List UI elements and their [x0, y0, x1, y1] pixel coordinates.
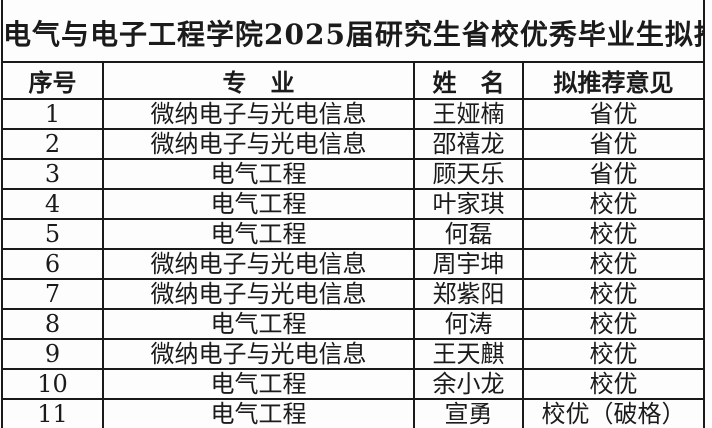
table-row: 4 电气工程 叶家琪 校优: [1, 188, 705, 220]
cell-no: 10: [1, 368, 104, 400]
cell-no: 4: [1, 188, 104, 220]
cell-opinion: 校优: [522, 248, 705, 280]
cell-no: 2: [1, 128, 104, 160]
cell-no: 8: [1, 308, 104, 340]
header-opinion: 拟推荐意见: [522, 61, 705, 100]
cell-major: 微纳电子与光电信息: [102, 128, 415, 160]
cell-name: 叶家琪: [413, 188, 524, 220]
cell-name: 何磊: [413, 218, 524, 250]
cell-name: 郑紫阳: [413, 278, 524, 310]
table-row: 1 微纳电子与光电信息 王娅楠 省优: [1, 98, 705, 130]
cell-name: 余小龙: [413, 368, 524, 400]
cell-major: 电气工程: [102, 368, 415, 400]
cell-major: 电气工程: [102, 158, 415, 190]
cell-major: 电气工程: [102, 398, 415, 428]
table-row: 5 电气工程 何磊 校优: [1, 218, 705, 250]
cell-name: 周宇坤: [413, 248, 524, 280]
cell-no: 1: [1, 98, 104, 130]
page-title: 电气与电子工程学院2025届研究生省校优秀毕业生拟推荐名单: [1, 0, 705, 63]
cell-no: 7: [1, 278, 104, 310]
cell-opinion: 校优: [522, 278, 705, 310]
cell-opinion: 校优: [522, 368, 705, 400]
table-row: 2 微纳电子与光电信息 邵禧龙 省优: [1, 128, 705, 160]
cell-opinion: 校优: [522, 218, 705, 250]
cell-opinion: 省优: [522, 158, 705, 190]
cell-major: 微纳电子与光电信息: [102, 338, 415, 370]
header-name: 姓 名: [413, 61, 524, 100]
cell-name: 何涛: [413, 308, 524, 340]
table-row: 11 电气工程 宣勇 校优（破格）: [1, 398, 705, 428]
cell-opinion: 校优: [522, 308, 705, 340]
cell-opinion: 省优: [522, 128, 705, 160]
cell-major: 微纳电子与光电信息: [102, 248, 415, 280]
cell-major: 微纳电子与光电信息: [102, 98, 415, 130]
cell-no: 11: [1, 398, 104, 428]
table-row: 9 微纳电子与光电信息 王天麒 校优: [1, 338, 705, 370]
cell-name: 顾天乐: [413, 158, 524, 190]
table-header-row: 序号 专 业 姓 名 拟推荐意见: [1, 61, 705, 100]
cell-major: 微纳电子与光电信息: [102, 278, 415, 310]
cell-no: 9: [1, 338, 104, 370]
cell-major: 电气工程: [102, 308, 415, 340]
cell-opinion: 校优: [522, 188, 705, 220]
cell-name: 邵禧龙: [413, 128, 524, 160]
cell-major: 电气工程: [102, 188, 415, 220]
cell-major: 电气工程: [102, 218, 415, 250]
header-no: 序号: [1, 61, 104, 100]
cell-name: 王娅楠: [413, 98, 524, 130]
table-row: 10 电气工程 余小龙 校优: [1, 368, 705, 400]
cell-opinion: 省优: [522, 98, 705, 130]
cell-opinion: 校优（破格）: [522, 398, 705, 428]
header-major: 专 业: [102, 61, 415, 100]
table-row: 8 电气工程 何涛 校优: [1, 308, 705, 340]
cell-name: 宣勇: [413, 398, 524, 428]
cell-no: 6: [1, 248, 104, 280]
cell-no: 5: [1, 218, 104, 250]
cell-no: 3: [1, 158, 104, 190]
table-row: 6 微纳电子与光电信息 周宇坤 校优: [1, 248, 705, 280]
cell-opinion: 校优: [522, 338, 705, 370]
cell-name: 王天麒: [413, 338, 524, 370]
table-row: 7 微纳电子与光电信息 郑紫阳 校优: [1, 278, 705, 310]
title-row: 电气与电子工程学院2025届研究生省校优秀毕业生拟推荐名单: [1, 0, 705, 63]
table-row: 3 电气工程 顾天乐 省优: [1, 158, 705, 190]
